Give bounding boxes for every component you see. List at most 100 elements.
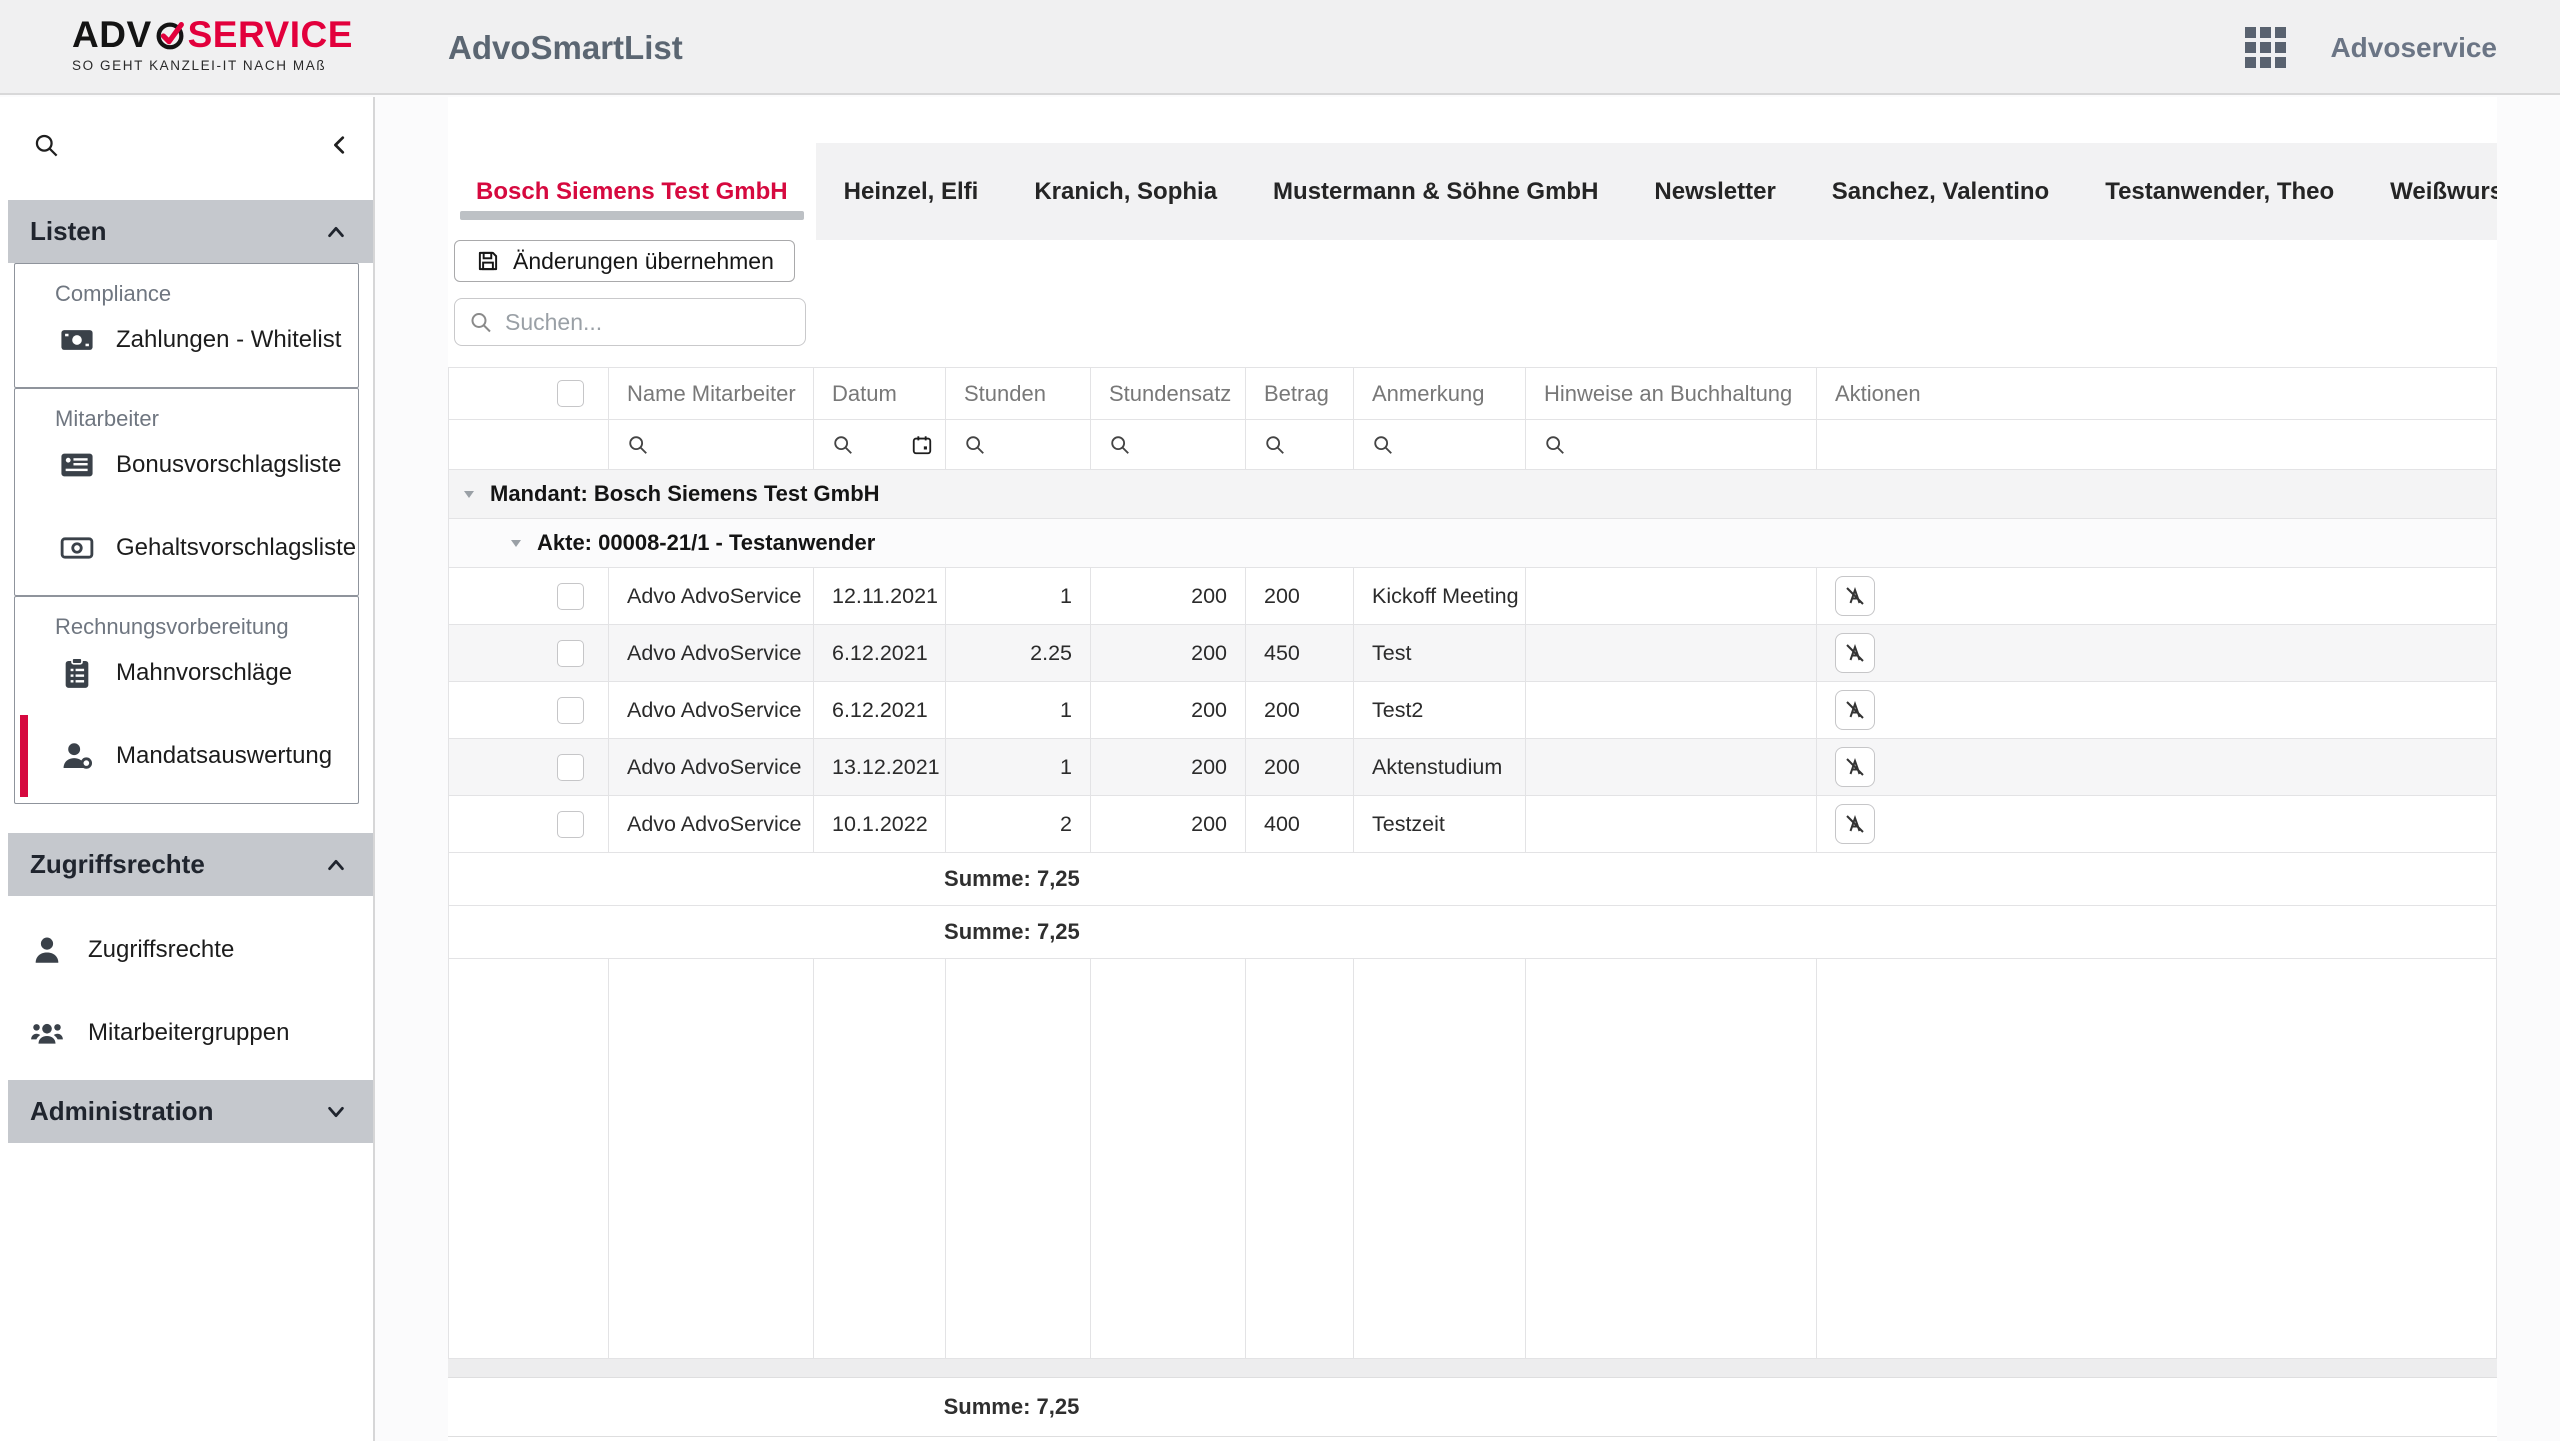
section-label: Administration [30,1096,214,1126]
sidebar-item-bonusvorschlagsliste[interactable]: Bonusvorschlagsliste [15,433,358,497]
clear-formatting-action-button[interactable] [1835,690,1875,730]
row-checkbox[interactable] [557,639,584,667]
filter-search-icon[interactable] [1372,434,1394,456]
row-checkbox[interactable] [557,582,584,610]
tab-newsletter[interactable]: Newsletter [1626,143,1804,240]
clear-formatting-action-button[interactable] [1835,804,1875,844]
sidebar-section-listen[interactable]: Listen [8,200,373,263]
col-header-name: Name Mitarbeiter [609,368,814,420]
search-icon [471,312,491,332]
filter-search-icon[interactable] [1264,434,1286,456]
tab-bosch-siemens-test-gmbh[interactable]: Bosch Siemens Test GmbH [448,143,816,240]
sidebar-item-label: Gehaltsvorschlagsliste [116,534,357,561]
sidebar-section-administration[interactable]: Administration [8,1080,373,1143]
cell-anmerkung: Test2 [1354,682,1526,739]
sidebar-item-zahlungen-whitelist[interactable]: Zahlungen - Whitelist [15,308,358,372]
sidebar-item-mahnvorschlaege[interactable]: Mahnvorschläge [15,641,358,705]
page-title: AdvoSmartList [448,28,683,66]
filter-search-icon[interactable] [832,434,854,456]
row-checkbox[interactable] [557,810,584,838]
cell-hinweise [1526,625,1817,682]
table-row: Advo AdvoService 6.12.2021 1 200 200 Tes… [449,682,2496,739]
client-tabs: Bosch Siemens Test GmbH Heinzel, Elfi Kr… [448,143,2497,240]
tab-mustermann-soehne-gmbh[interactable]: Mustermann & Söhne GmbH [1245,143,1627,240]
apply-changes-label: Änderungen übernehmen [513,247,774,274]
clear-formatting-action-button[interactable] [1835,576,1875,616]
sidebar-item-label: Zugriffsrechte [88,936,235,963]
chevron-up-icon [328,226,344,237]
cell-anmerkung: Test [1354,625,1526,682]
sidebar-item-zugriffsrechte[interactable]: Zugriffsrechte [0,918,373,982]
table-row: Advo AdvoService 10.1.2022 2 200 400 Tes… [449,796,2496,853]
sidebar-item-label: Zahlungen - Whitelist [116,326,342,353]
tab-sanchez-valentino[interactable]: Sanchez, Valentino [1803,143,2078,240]
tab-heinzel-elfi[interactable]: Heinzel, Elfi [815,143,1007,240]
filter-search-icon[interactable] [964,434,986,456]
sidebar-item-label: Mitarbeitergruppen [88,1019,290,1046]
id-card-icon [61,453,93,477]
sidebar-item-gehaltsvorschlagsliste[interactable]: Gehaltsvorschlagsliste [15,516,358,580]
row-checkbox[interactable] [557,696,584,724]
people-icon [31,1023,63,1044]
sum-label: Summe: 7,25 [944,919,1080,944]
tab-testanwender-theo[interactable]: Testanwender, Theo [2077,143,2363,240]
group-row-akte: Akte: 00008-21/1 - Testanwender [449,519,2496,568]
cell-hinweise [1526,739,1817,796]
sum-row-total: Summe: 7,25 [448,1377,2497,1437]
sum-label: Summe: 7,25 [944,866,1080,891]
search-input[interactable] [504,308,791,336]
card-label: Mitarbeiter [55,406,159,431]
col-header-hinweise: Hinweise an Buchhaltung [1526,368,1817,420]
chevron-up-icon [328,859,344,870]
advoservice-logo: ADV SERVICE SO GEHT KANZLEI-IT NACH MAß [72,14,353,73]
sidebar: Listen Compliance Zahlungen - Whitelist … [0,97,375,1441]
section-label: Listen [30,216,107,246]
col-header-datum: Datum [814,368,946,420]
cell-stunden: 2 [946,796,1091,853]
clear-formatting-action-button[interactable] [1835,747,1875,787]
empty-grid-area [449,959,2496,1359]
cell-stundensatz: 200 [1091,568,1246,625]
cell-stundensatz: 200 [1091,682,1246,739]
filter-search-icon[interactable] [1544,434,1566,456]
filter-search-icon[interactable] [1109,434,1131,456]
cell-name: Advo AdvoService [609,739,814,796]
apps-grid-icon[interactable] [2245,27,2287,68]
cell-datum: 13.12.2021 [814,739,946,796]
filter-search-icon[interactable] [627,434,649,456]
sidebar-section-zugriffsrechte[interactable]: Zugriffsrechte [8,833,373,896]
cell-datum: 6.12.2021 [814,625,946,682]
clear-formatting-action-button[interactable] [1835,633,1875,673]
account-name[interactable]: Advoservice [2330,31,2497,63]
tab-kranich-sophia[interactable]: Kranich, Sophia [1006,143,1246,240]
cell-name: Advo AdvoService [609,568,814,625]
select-all-checkbox[interactable] [557,380,584,407]
sidebar-card-mitarbeiter: Mitarbeiter Bonusvorschlagsliste Gehalts… [14,388,359,596]
cell-betrag: 200 [1246,739,1354,796]
sidebar-collapse-icon[interactable] [329,134,351,156]
card-label: Rechnungsvorbereitung [55,614,289,639]
collapse-triangle-icon[interactable] [462,487,476,501]
col-header-anmerkung: Anmerkung [1354,368,1526,420]
sidebar-item-mandatsauswertung[interactable]: Mandatsauswertung [15,715,358,797]
logo-tagline: SO GEHT KANZLEI-IT NACH MAß [72,58,327,73]
group-label-mandant: Mandant: Bosch Siemens Test GmbH [490,481,880,506]
sidebar-item-label: Mandatsauswertung [116,742,333,769]
apply-changes-button[interactable]: Änderungen übernehmen [454,240,795,282]
cell-datum: 10.1.2022 [814,796,946,853]
sidebar-search-icon[interactable] [33,132,60,159]
logo-text-advo: ADV [72,14,152,55]
calendar-icon[interactable] [911,434,933,456]
sidebar-item-mitarbeitergruppen[interactable]: Mitarbeitergruppen [0,1001,373,1065]
save-icon [478,251,498,271]
row-checkbox[interactable] [557,753,584,781]
main-content: Bosch Siemens Test GmbH Heinzel, Elfi Kr… [448,97,2497,1441]
cell-stunden: 2.25 [946,625,1091,682]
table-row: Advo AdvoService 6.12.2021 2.25 200 450 … [449,625,2496,682]
collapse-triangle-icon[interactable] [509,536,523,550]
col-header-stundensatz: Stundensatz [1091,368,1246,420]
tab-weisswurst[interactable]: Weißwurs [2362,143,2497,240]
cell-stundensatz: 200 [1091,625,1246,682]
group-row-mandant: Mandant: Bosch Siemens Test GmbH [449,470,2496,519]
col-header-aktionen: Aktionen [1817,368,2496,420]
